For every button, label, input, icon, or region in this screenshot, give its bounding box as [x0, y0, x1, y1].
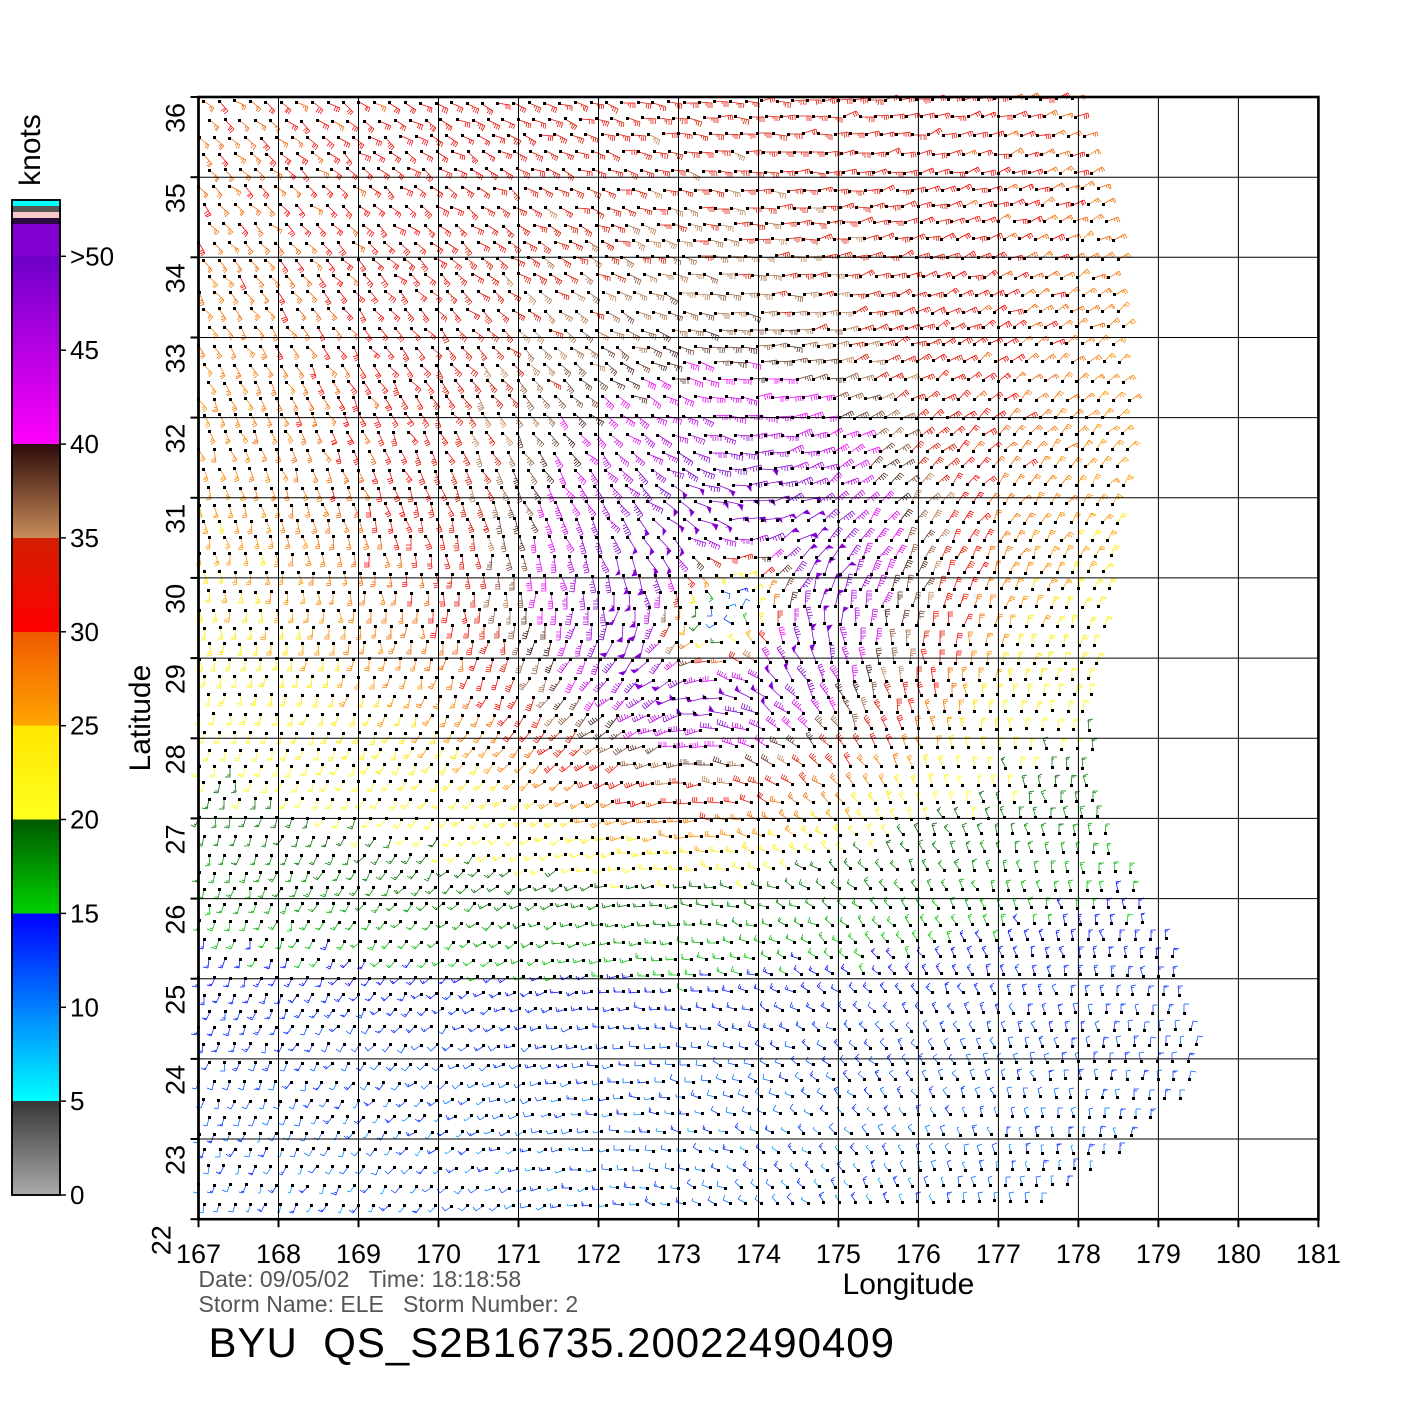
svg-text:33: 33 [161, 344, 191, 374]
svg-text:30: 30 [70, 617, 99, 647]
svg-text:181: 181 [1296, 1239, 1341, 1269]
svg-text:20: 20 [70, 805, 99, 835]
svg-text:178: 178 [1056, 1239, 1101, 1269]
svg-text:167: 167 [176, 1239, 221, 1269]
svg-text:40: 40 [70, 429, 99, 459]
svg-text:172: 172 [576, 1239, 621, 1269]
svg-text:Longitude: Longitude [843, 1268, 975, 1301]
svg-text:>50: >50 [70, 241, 114, 271]
svg-text:35: 35 [70, 523, 99, 553]
svg-text:174: 174 [736, 1239, 781, 1269]
svg-text:175: 175 [816, 1239, 861, 1269]
svg-text:27: 27 [161, 824, 191, 854]
svg-text:knots: knots [14, 114, 47, 186]
svg-text:177: 177 [976, 1239, 1021, 1269]
svg-text:29: 29 [161, 664, 191, 694]
svg-text:170: 170 [416, 1239, 461, 1269]
svg-text:36: 36 [161, 103, 191, 133]
svg-text:173: 173 [656, 1239, 701, 1269]
svg-text:30: 30 [161, 584, 191, 614]
svg-text:Storm Name: ELE Storm Number: Storm Name: ELE Storm Number: 2 [199, 1291, 579, 1317]
svg-text:25: 25 [70, 711, 99, 741]
svg-text:Date: 09/05/02 Time: 18:18:5: Date: 09/05/02 Time: 18:18:58 [199, 1266, 522, 1292]
svg-text:15: 15 [70, 898, 99, 928]
svg-text:169: 169 [336, 1239, 381, 1269]
svg-text:171: 171 [496, 1239, 541, 1269]
svg-text:24: 24 [161, 1065, 191, 1095]
svg-text:BYU QS_S2B16735.20022490409: BYU QS_S2B16735.20022490409 [209, 1319, 896, 1366]
svg-text:180: 180 [1216, 1239, 1261, 1269]
svg-text:179: 179 [1136, 1239, 1181, 1269]
svg-text:0: 0 [70, 1180, 84, 1210]
svg-text:32: 32 [161, 424, 191, 454]
svg-text:25: 25 [161, 985, 191, 1015]
svg-text:10: 10 [70, 992, 99, 1022]
svg-text:35: 35 [161, 183, 191, 213]
svg-text:31: 31 [161, 504, 191, 534]
svg-text:28: 28 [161, 744, 191, 774]
svg-text:23: 23 [161, 1145, 191, 1175]
svg-text:45: 45 [70, 335, 99, 365]
svg-text:5: 5 [70, 1086, 84, 1116]
svg-text:168: 168 [256, 1239, 301, 1269]
svg-text:Latitude: Latitude [124, 665, 157, 772]
svg-text:176: 176 [896, 1239, 941, 1269]
svg-text:22: 22 [147, 1225, 177, 1255]
svg-text:34: 34 [161, 263, 191, 293]
svg-text:26: 26 [161, 905, 191, 935]
